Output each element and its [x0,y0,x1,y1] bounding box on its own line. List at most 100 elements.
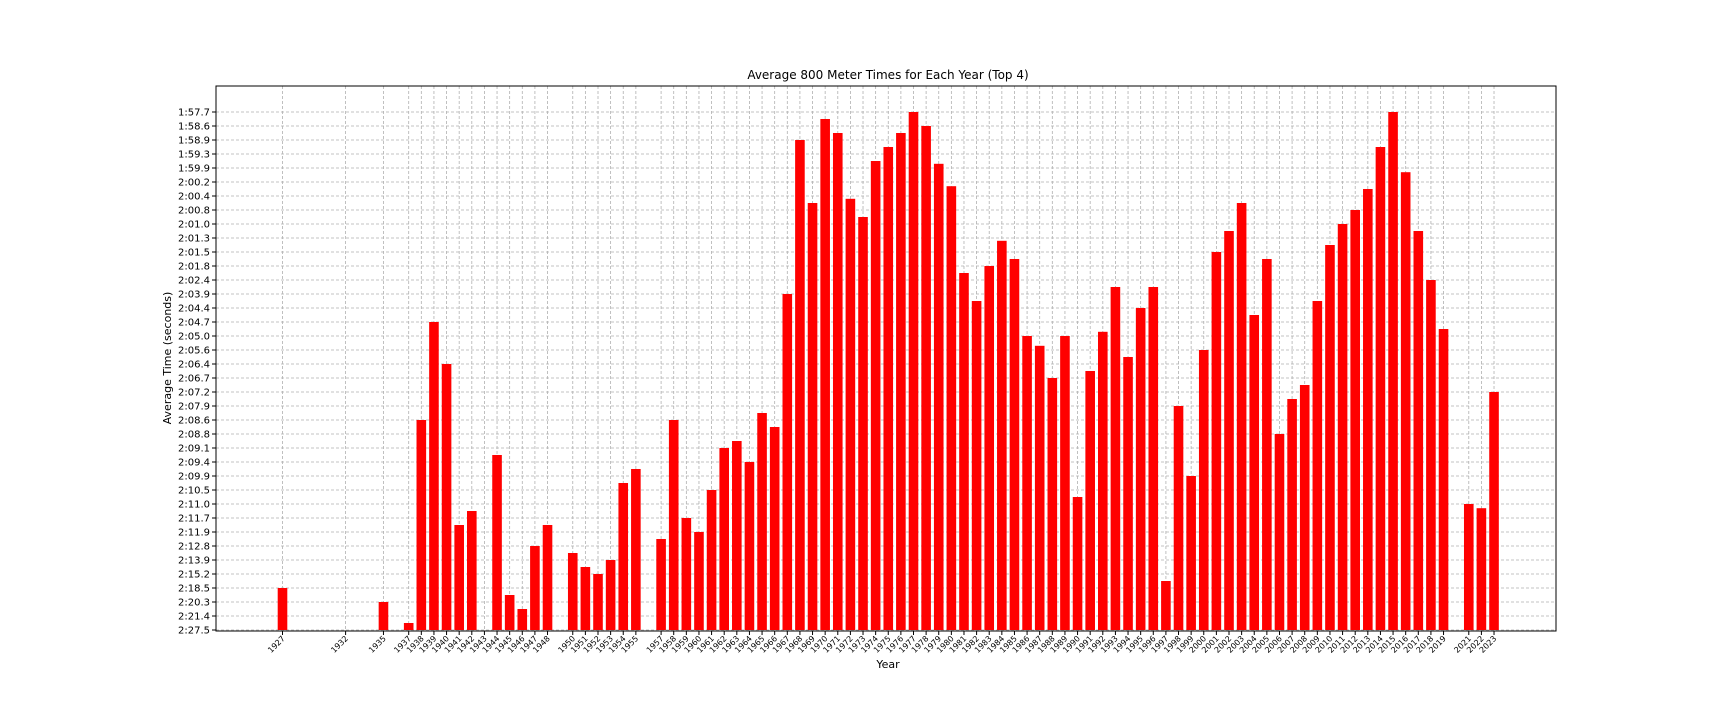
bar-1939 [429,322,439,630]
bar-1991 [1085,371,1095,630]
bar-1935 [378,602,389,630]
y-tick-label: 2:08.6 [178,416,210,427]
y-tick-label: 2:27.5 [178,626,210,637]
bar-1952 [593,574,603,630]
bar-2001 [1211,252,1222,630]
bar-1979 [933,163,944,631]
y-tick-label: 2:15.2 [178,570,210,581]
y-tick-label: 2:07.2 [178,388,210,399]
bar-1990 [1072,497,1083,630]
bar-1989 [1060,336,1070,630]
y-tick-label: 2:01.0 [178,220,210,231]
y-tick-label: 2:18.5 [178,584,210,595]
y-tick-label: 2:03.9 [178,290,210,301]
y-tick-label: 2:02.4 [178,276,210,287]
y-tick-label: 2:21.4 [178,612,210,623]
bar-1963 [732,441,742,630]
bar-1938 [416,420,427,630]
y-ticks: 2:27.5 2:21.4 2:20.3 2:18.5 2:15.2 2:13.9 2:12… [178,108,216,637]
bar-2018 [1426,280,1436,630]
bar-1969 [807,203,818,630]
bar-2017 [1413,231,1424,630]
bar-2007 [1287,399,1297,630]
bar-1961 [706,490,717,630]
bar-1941 [454,525,464,630]
y-tick-label: 1:58.9 [178,136,210,147]
y-tick-label: 2:01.3 [178,234,210,245]
bar-1968 [795,140,805,630]
y-tick-label: 2:04.7 [178,318,210,329]
bar-1993 [1110,287,1121,630]
bar-2014 [1375,147,1386,630]
bar-1927 [277,588,288,630]
bar-1951 [580,567,591,630]
y-tick-label: 2:10.5 [178,486,210,497]
y-tick-label: 2:08.8 [178,430,210,441]
bar-1953 [605,560,616,630]
bar-1987 [1034,345,1045,630]
bars-group [277,112,1499,631]
bar-1944 [492,455,502,630]
bar-1966 [769,427,780,630]
bar-1954 [618,483,629,630]
y-tick-label: 1:58.6 [178,122,210,133]
y-tick-label: 2:20.3 [178,598,210,609]
bar-1973 [858,217,868,630]
y-tick-label: 2:11.0 [178,500,210,511]
bar-2013 [1363,189,1373,630]
bar-2012 [1350,210,1360,630]
bar-1942 [467,511,477,630]
bar-1964 [744,462,755,630]
bar-1995 [1135,308,1146,630]
y-tick-label: 2:09.9 [178,472,210,483]
bar-1997 [1161,581,1171,630]
bar-2002 [1224,231,1234,630]
bar-2008 [1299,385,1310,630]
bar-2010 [1325,245,1335,630]
bar-1957 [656,539,666,630]
bar-2000 [1198,350,1209,630]
y-tick-label: 2:04.4 [178,304,210,315]
bar-1988 [1047,378,1058,630]
bar-1970 [820,119,830,630]
y-tick-label: 2:11.9 [178,528,210,539]
bar-1976 [896,133,906,630]
bar-2006 [1274,434,1285,630]
bar-1955 [631,469,641,630]
bar-1980 [946,186,957,630]
bar-1982 [971,301,982,630]
bar-1992 [1098,331,1108,630]
y-tick-label: 2:00.8 [178,206,210,217]
bar-1998 [1173,406,1184,630]
y-tick-label: 2:11.7 [178,514,210,525]
bar-1937 [403,623,414,630]
y-tick-label: 2:01.5 [178,248,210,259]
bar-1974 [870,161,881,630]
bar-1960 [694,532,704,630]
y-tick-label: 2:01.8 [178,262,210,273]
x-axis-label: Year [875,658,900,671]
y-tick-label: 2:06.7 [178,374,210,385]
y-tick-label: 2:05.6 [178,346,210,357]
bar-2021 [1463,504,1474,630]
y-tick-label: 2:06.4 [178,360,210,371]
bar-2015 [1388,112,1398,630]
bar-1977 [908,112,919,630]
y-tick-label: 2:00.4 [178,192,210,203]
bar-1996 [1148,287,1159,630]
plot-frame [215,85,1557,632]
bar-1972 [845,198,856,631]
bar-1962 [719,448,729,630]
x-ticks: 1927 1932 1935 1937193819391940194119421943… [266,631,1498,655]
bar-2011 [1337,224,1348,630]
bar-1981 [959,273,969,630]
y-tick-label: 1:59.9 [178,164,210,175]
bar-1958 [668,420,679,630]
bar-1978 [921,126,931,630]
y-axis-label: Average Time (seconds) [161,292,174,425]
bar-1946 [517,609,528,630]
y-tick-label: 2:13.9 [178,556,210,567]
y-tick-label: 1:57.7 [178,108,210,119]
bar-2022 [1476,508,1487,630]
